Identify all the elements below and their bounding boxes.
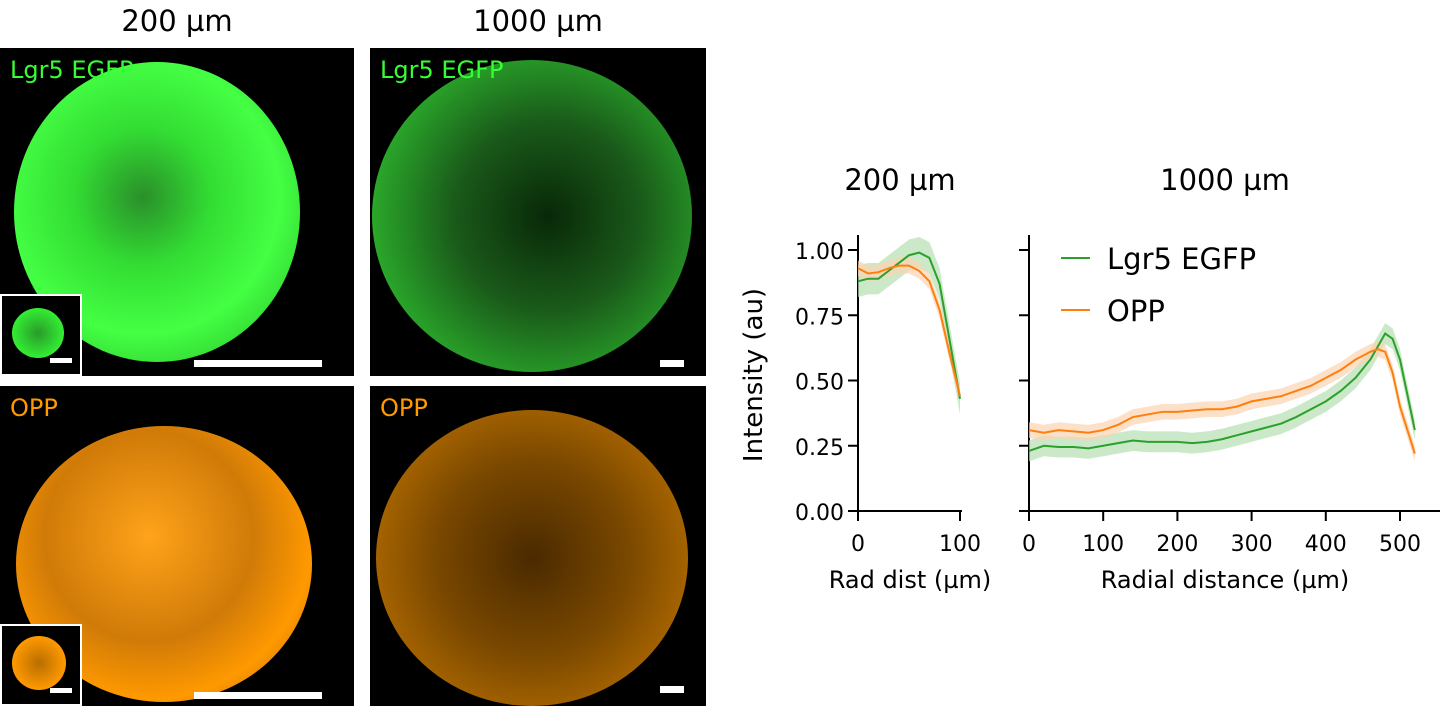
y-tick-label: 0.00 — [795, 501, 844, 526]
x-tick-label: 100 — [1082, 532, 1124, 557]
x-axis-label: Rad dist (µm) — [829, 566, 992, 594]
scale-bar — [194, 360, 322, 367]
legend-label: OPP — [1107, 294, 1165, 328]
scale-bar — [660, 360, 684, 367]
inset-egfp — [0, 294, 82, 376]
scale-bar — [660, 686, 684, 693]
legend-label: Lgr5 EGFP — [1107, 242, 1256, 276]
y-axis-label: Intensity (au) — [739, 288, 769, 462]
x-tick-label: 500 — [1379, 532, 1421, 557]
x-tick-label: 100 — [939, 532, 981, 557]
series-line-opp — [857, 264, 961, 397]
error-band-lgr5-egfp — [1029, 323, 1415, 462]
label-opp: OPP — [380, 394, 428, 422]
error-band-lgr5-egfp — [858, 236, 960, 415]
x-tick-label: 0 — [1022, 532, 1036, 557]
image-opp-1000: OPP — [370, 386, 706, 706]
y-tick-label: 1.00 — [795, 240, 844, 265]
x-axis-label: Radial distance (µm) — [1101, 566, 1349, 594]
inset-opp — [0, 624, 82, 706]
x-tick-label: 0 — [851, 532, 865, 557]
image-opp-200: OPP — [0, 386, 354, 706]
chart-title: 1000 µm — [1160, 163, 1290, 197]
y-tick-label: 0.50 — [795, 371, 844, 396]
x-tick-label: 400 — [1305, 532, 1347, 557]
series-line-opp — [1028, 348, 1416, 454]
label-lgr5-egfp: Lgr5 EGFP — [10, 56, 134, 84]
y-tick-label: 0.25 — [795, 436, 844, 461]
y-tick-label: 0.75 — [795, 305, 844, 330]
chart-title: 200 µm — [844, 163, 955, 197]
scale-bar — [194, 692, 322, 699]
x-tick-label: 200 — [1156, 532, 1198, 557]
column-title-200: 200 µm — [121, 4, 233, 38]
label-opp: OPP — [10, 394, 58, 422]
series-line-lgr5-egfp — [857, 251, 961, 399]
x-tick-label: 300 — [1231, 532, 1273, 557]
column-title-1000: 1000 µm — [473, 4, 603, 38]
image-egfp-1000: Lgr5 EGFP — [370, 48, 706, 376]
label-lgr5-egfp: Lgr5 EGFP — [380, 56, 504, 84]
series-line-lgr5-egfp — [1028, 332, 1416, 452]
image-egfp-200: Lgr5 EGFP — [0, 48, 354, 376]
error-band-opp — [1029, 341, 1415, 462]
